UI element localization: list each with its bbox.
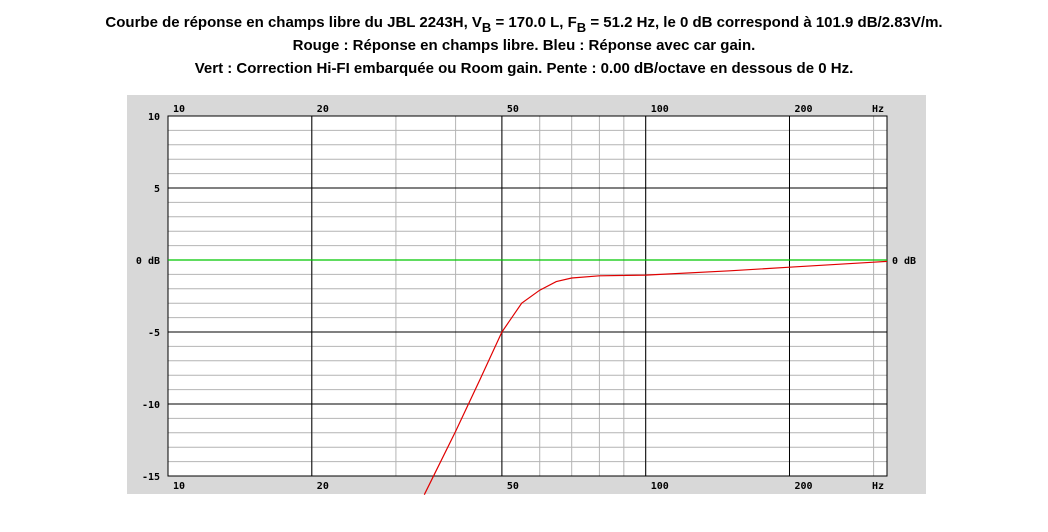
x-tick-label-bottom: 20 [317,481,329,492]
x-tick-label-bottom: 100 [651,481,669,492]
x-tick-label-top: 20 [317,104,329,115]
title-text: Courbe de réponse en champs libre du JBL… [105,14,482,31]
x-tick-label-bottom: 50 [507,481,519,492]
y-tick-label: -15 [142,472,160,483]
title-line: Courbe de réponse en champs libre du JBL… [105,14,942,35]
x-tick-label-top: 10 [173,104,185,115]
x-tick-label-bottom: 200 [794,481,812,492]
y-tick-label: -5 [148,328,160,339]
y-tick-label-right: 0 dB [892,256,916,267]
title-line: Vert : Correction Hi-FI embarquée ou Roo… [195,60,853,77]
y-tick-label: -10 [142,400,160,411]
x-tick-label-bottom: 10 [173,481,185,492]
x-tick-label-top: 200 [794,104,812,115]
title-text: Vert : Correction Hi-FI embarquée ou Roo… [195,60,853,77]
x-tick-label-top: 100 [651,104,669,115]
series-line [423,260,888,495]
labels: 10 10 20 20 50 50 100 100 200 200 Hz Hz -15 -10 -5 0 dB… [136,104,916,492]
y-tick-label: 5 [154,184,160,195]
title-line: Rouge : Réponse en champs libre. Bleu : … [293,37,756,54]
plot-frame [167,115,888,477]
x-axis-label-top: Hz [872,104,884,115]
x-axis-label-bottom: Hz [872,481,884,492]
x-tick-label-top: 50 [507,104,519,115]
title-text: Rouge : Réponse en champs libre. Bleu : … [293,37,756,54]
plot-area [168,116,887,476]
grid [167,115,888,477]
y-tick-label: 0 dB [136,256,160,267]
subscript: B [577,20,586,35]
y-tick-label: 10 [148,112,160,123]
subscript: B [482,20,491,35]
lines [168,259,888,495]
title-text: = 51.2 Hz, le 0 dB correspond à 101.9 dB… [586,14,942,31]
title-text: = 170.0 L, F [491,14,576,31]
